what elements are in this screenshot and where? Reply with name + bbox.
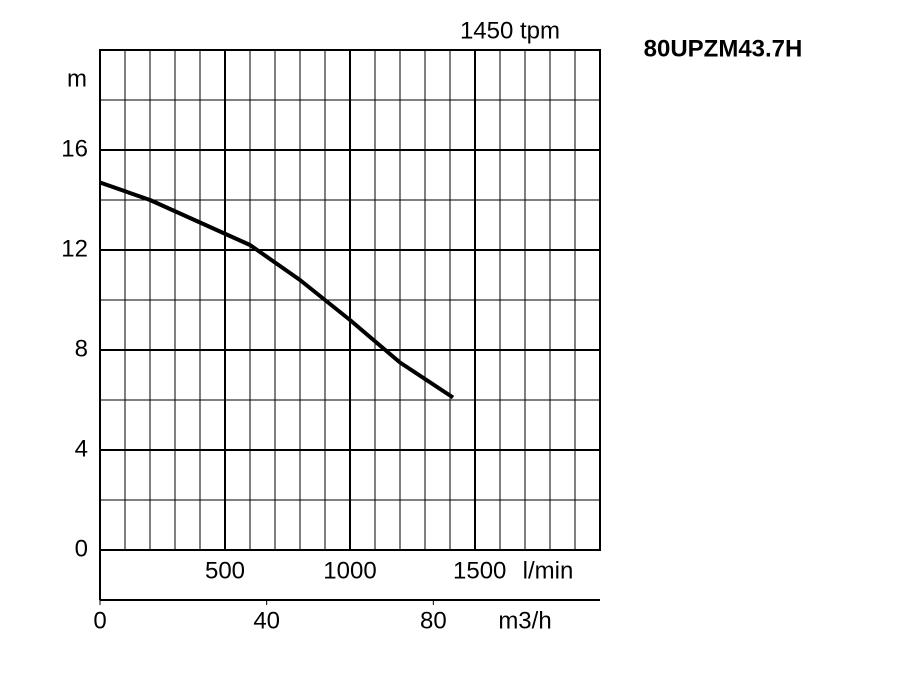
x-unit-label: l/min (523, 557, 574, 584)
y-tick-label: 16 (61, 135, 88, 162)
x2-tick-label: 0 (93, 607, 106, 634)
y-tick-label: 0 (75, 535, 88, 562)
y-tick-label: 8 (75, 335, 88, 362)
y-tick-label: 12 (61, 235, 88, 262)
x2-tick-label: 40 (253, 607, 280, 634)
y-tick-label: 4 (75, 435, 88, 462)
x2-tick-label: 80 (420, 607, 447, 634)
chart-title: 80UPZM43.7H (644, 35, 803, 62)
series-label: 1450 tpm (460, 17, 560, 44)
x-tick-label: 500 (205, 557, 245, 584)
curve (99, 180, 455, 400)
y-axis-label: m (67, 65, 87, 92)
plot-frame (99, 49, 601, 551)
x-tick-label: 1000 (323, 557, 376, 584)
x-tick-label: 1500 (453, 557, 506, 584)
x2-unit-label: m3/h (498, 607, 551, 634)
